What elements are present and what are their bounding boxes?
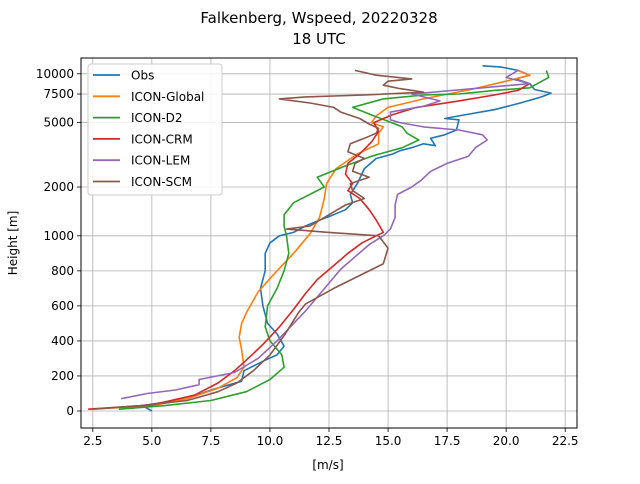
y-tick-label: 800	[51, 264, 74, 278]
chart-title: Falkenberg, Wspeed, 20220328	[200, 9, 437, 27]
y-axis-label: Height [m]	[6, 211, 20, 276]
x-tick-label: 22.5	[552, 434, 579, 448]
x-tick-label: 15.0	[375, 434, 402, 448]
x-tick-label: 10.0	[257, 434, 284, 448]
x-axis-ticks: 2.5 5.0 7.5 10.0 12.5 15.0 17.5 20.0 22.5	[83, 428, 579, 448]
x-tick-label: 12.5	[316, 434, 343, 448]
x-tick-label: 2.5	[83, 434, 102, 448]
series-line-icon-global	[90, 69, 531, 410]
legend-label: ICON-LEM	[131, 154, 190, 168]
series-lines	[88, 65, 552, 412]
x-tick-label: 5.0	[142, 434, 161, 448]
y-tick-label: 600	[51, 299, 74, 313]
series-line-icon-lem	[121, 69, 531, 400]
y-tick-label: 0	[66, 404, 74, 418]
y-tick-label: 5000	[43, 116, 74, 130]
legend-box	[87, 63, 223, 196]
x-tick-label: 17.5	[434, 434, 461, 448]
legend-label: ICON-SCM	[131, 175, 192, 189]
legend-label: ICON-Global	[131, 90, 204, 104]
x-tick-label: 7.5	[201, 434, 220, 448]
grid-lines	[81, 58, 577, 428]
y-tick-label: 2000	[43, 180, 74, 194]
series-line-icon-scm	[92, 69, 425, 410]
y-tick-label: 7500	[43, 87, 74, 101]
chart-subtitle: 18 UTC	[292, 30, 346, 48]
legend-label: ICON-D2	[131, 111, 183, 125]
legend: Obs ICON-Global ICON-D2 ICON-CRM ICON-LEM ICO…	[87, 63, 223, 196]
series-line-icon-crm	[88, 82, 531, 410]
x-tick-label: 20.0	[493, 434, 520, 448]
y-tick-label: 10000	[36, 67, 74, 81]
y-tick-label: 1000	[43, 229, 74, 243]
series-line-icon-d2	[118, 70, 550, 410]
y-tick-label: 200	[51, 369, 74, 383]
legend-label: Obs	[131, 69, 154, 83]
y-tick-label: 400	[51, 334, 74, 348]
y-axis-ticks: 0 200 400 600 800 1000 2000 5000 7500 10000	[36, 67, 81, 418]
x-axis-label: [m/s]	[312, 458, 343, 472]
series-line-obs	[141, 65, 552, 412]
legend-label: ICON-CRM	[131, 132, 193, 146]
